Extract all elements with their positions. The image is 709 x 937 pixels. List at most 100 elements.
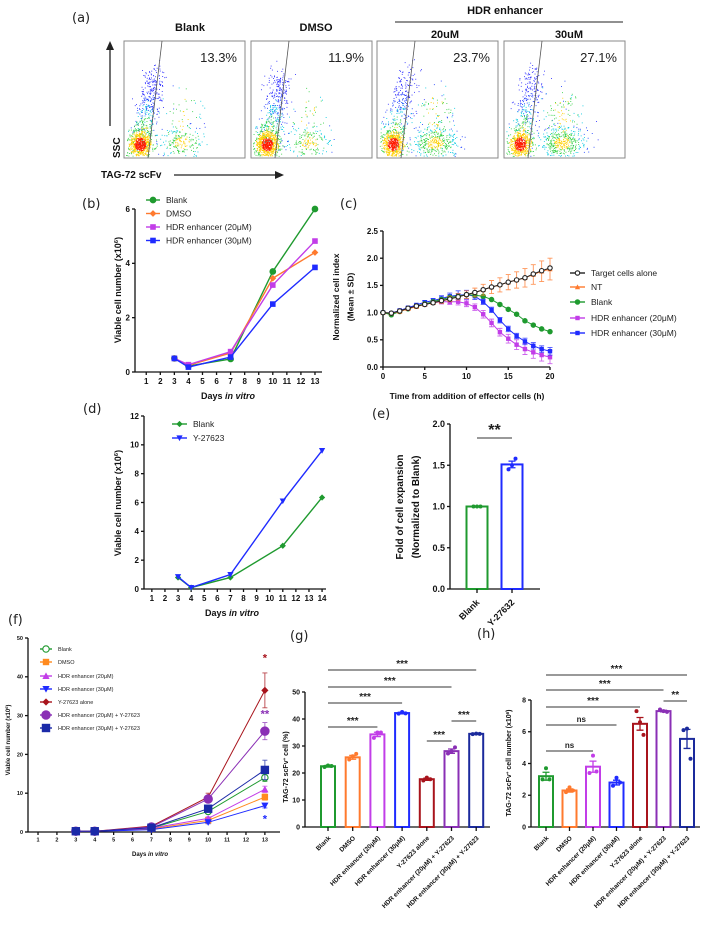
- event-dot: [154, 65, 155, 66]
- event-dot: [401, 84, 402, 86]
- event-dot: [258, 154, 259, 155]
- event-dot: [269, 154, 271, 156]
- event-dot: [386, 138, 388, 139]
- event-dot: [301, 142, 302, 144]
- event-dot: [168, 144, 170, 146]
- event-dot: [434, 142, 436, 144]
- event-dot: [400, 137, 401, 139]
- event-dot: [277, 146, 279, 148]
- event-dot: [148, 142, 150, 144]
- event-dot: [386, 134, 388, 135]
- event-dot: [307, 141, 309, 143]
- event-dot: [149, 133, 151, 134]
- event-dot: [180, 137, 182, 139]
- event-dot: [519, 153, 520, 155]
- event-dot: [132, 149, 134, 151]
- event-dot: [180, 138, 182, 139]
- event-dot: [130, 139, 132, 141]
- event-dot: [383, 140, 385, 142]
- event-dot: [148, 78, 150, 80]
- event-dot: [144, 128, 145, 129]
- event-dot: [562, 134, 564, 136]
- event-dot: [432, 108, 434, 109]
- event-dot: [424, 142, 425, 143]
- event-dot: [147, 136, 148, 138]
- event-dot: [390, 138, 392, 139]
- event-dot: [258, 138, 259, 139]
- event-dot: [274, 140, 276, 142]
- event-dot: [390, 136, 392, 137]
- event-dot: [531, 133, 533, 135]
- event-dot: [382, 134, 384, 136]
- event-dot: [149, 81, 151, 83]
- event-dot: [181, 144, 183, 146]
- event-dot: [131, 153, 133, 155]
- event-dot: [392, 142, 394, 144]
- event-dot: [189, 123, 191, 125]
- event-dot: [141, 152, 143, 154]
- event-dot: [446, 148, 448, 150]
- event-dot: [142, 137, 144, 139]
- event-dot: [145, 106, 147, 108]
- event-dot: [418, 145, 420, 147]
- event-dot: [432, 149, 433, 151]
- event-dot: [445, 143, 446, 145]
- event-dot: [267, 125, 268, 127]
- event-dot: [288, 80, 289, 82]
- event-dot: [276, 155, 278, 157]
- event-dot: [140, 133, 142, 135]
- event-dot: [438, 136, 440, 138]
- event-dot: [388, 140, 390, 142]
- event-dot: [155, 76, 156, 78]
- event-dot: [546, 143, 548, 145]
- event-dot: [574, 133, 576, 135]
- event-dot: [131, 143, 133, 145]
- event-dot: [285, 85, 287, 87]
- event-dot: [151, 109, 153, 111]
- event-dot: [441, 133, 443, 135]
- event-dot: [265, 141, 267, 143]
- event-dot: [154, 81, 156, 83]
- event-dot: [527, 87, 528, 88]
- event-dot: [522, 151, 524, 152]
- event-dot: [142, 115, 144, 117]
- event-dot: [268, 150, 270, 152]
- event-dot: [402, 126, 404, 128]
- event-dot: [168, 141, 170, 143]
- event-dot: [272, 123, 274, 125]
- event-dot: [423, 150, 425, 152]
- event-dot: [172, 143, 174, 145]
- event-dot: [395, 151, 397, 153]
- event-dot: [397, 152, 398, 154]
- event-dot: [571, 149, 573, 151]
- event-dot: [139, 147, 141, 149]
- event-dot: [156, 113, 158, 115]
- event-dot: [409, 137, 411, 139]
- event-dot: [318, 135, 320, 137]
- event-dot: [146, 77, 148, 79]
- event-dot: [176, 144, 178, 146]
- event-dot: [431, 98, 433, 99]
- event-dot: [304, 129, 306, 131]
- event-dot: [278, 147, 279, 148]
- event-dot: [142, 91, 144, 93]
- event-dot: [396, 149, 398, 151]
- event-dot: [287, 140, 288, 142]
- event-dot: [402, 98, 404, 99]
- event-dot: [144, 138, 146, 140]
- event-dot: [148, 83, 150, 85]
- event-dot: [265, 124, 266, 126]
- event-dot: [153, 87, 154, 89]
- event-dot: [414, 137, 416, 138]
- event-dot: [276, 137, 278, 139]
- event-dot: [315, 149, 317, 151]
- event-dot: [128, 155, 130, 157]
- event-dot: [273, 150, 275, 151]
- event-dot: [269, 140, 271, 142]
- event-dot: [330, 129, 332, 131]
- event-dot: [274, 75, 275, 77]
- event-dot: [146, 143, 147, 145]
- event-dot: [423, 155, 425, 157]
- event-dot: [400, 142, 402, 144]
- event-dot: [445, 154, 447, 156]
